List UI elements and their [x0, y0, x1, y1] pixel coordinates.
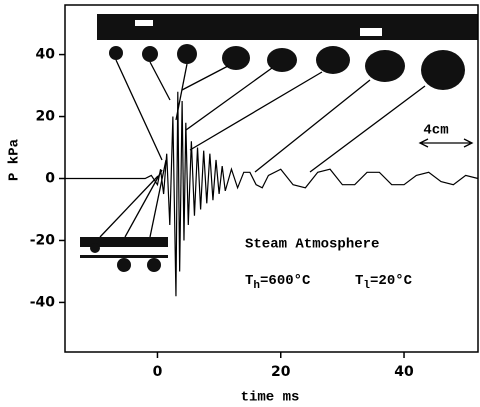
annotation: =600°C: [260, 273, 311, 289]
y-tick-label: 0: [45, 171, 55, 187]
photo-strip: [80, 14, 478, 272]
y-tick-label: 20: [36, 109, 56, 125]
y-tick-label: -20: [30, 232, 56, 248]
scale-label: 4cm: [423, 123, 448, 139]
y-tick-label: -40: [30, 294, 56, 310]
y-axis-label: P kPa: [7, 138, 23, 181]
annotation: Steam Atmosphere: [245, 237, 379, 253]
x-tick-label: 0: [153, 364, 163, 380]
x-tick-label: 40: [394, 364, 414, 380]
annotation: Tl=20°C: [355, 273, 413, 292]
annotation: T: [245, 273, 253, 289]
annotation: l: [363, 280, 370, 292]
annotation: Th=600°C: [245, 273, 311, 292]
pressure-line: [65, 91, 479, 297]
annotation: T: [355, 273, 363, 289]
y-tick-label: 40: [36, 47, 56, 63]
annotation: =20°C: [370, 273, 413, 289]
annotation: h: [253, 280, 260, 292]
x-axis-label: time ms: [241, 390, 300, 406]
arrows: [99, 59, 474, 238]
x-tick-label: 20: [271, 364, 291, 380]
